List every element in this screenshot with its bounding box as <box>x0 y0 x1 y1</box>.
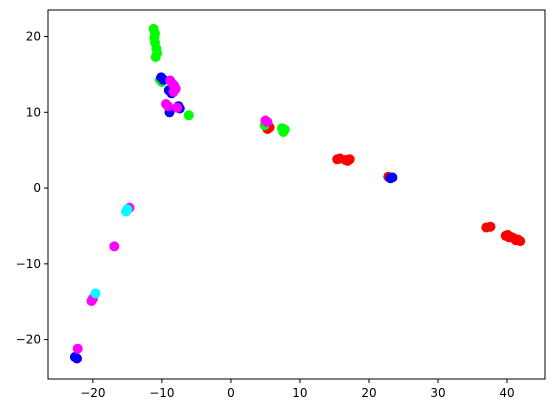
point-s1-13 <box>279 124 290 135</box>
y-tick-label: −20 <box>16 333 41 347</box>
point-s3-4 <box>168 86 179 97</box>
x-axis-ticks: −20 −10 0 10 20 30 40 <box>80 379 515 400</box>
x-tick-label: −10 <box>149 386 174 400</box>
x-tick-label: 40 <box>499 386 514 400</box>
point-s0-10 <box>485 221 496 232</box>
plot-area <box>48 10 545 379</box>
point-s1-6 <box>150 52 161 62</box>
point-s4-2 <box>90 288 101 299</box>
x-tick-label: −20 <box>80 386 105 400</box>
point-s2-10 <box>72 353 82 364</box>
y-tick-label: 0 <box>33 181 41 195</box>
point-s3-14 <box>72 343 83 354</box>
point-s3-9 <box>262 117 273 128</box>
point-s0-18 <box>511 235 521 246</box>
point-s2-8 <box>385 173 396 184</box>
x-tick-label: 10 <box>292 386 307 400</box>
point-s3-11 <box>109 241 120 252</box>
y-tick-label: 10 <box>26 105 41 119</box>
x-tick-label: 0 <box>227 386 235 400</box>
point-s0-7 <box>342 155 353 166</box>
y-tick-label: −10 <box>16 257 41 271</box>
point-s1-9 <box>183 110 194 121</box>
x-tick-label: 20 <box>361 386 376 400</box>
point-s0-17 <box>502 230 513 240</box>
data-points <box>69 23 526 364</box>
point-s3-7 <box>172 102 183 113</box>
y-axis-ticks: −20 −10 0 10 20 <box>16 30 48 347</box>
axes-frame <box>47 9 546 380</box>
y-tick-label: 20 <box>26 30 41 44</box>
x-tick-label: 30 <box>430 386 445 400</box>
point-s3-6 <box>163 101 174 112</box>
point-s4-1 <box>122 204 133 215</box>
point-s3-13 <box>86 296 97 306</box>
